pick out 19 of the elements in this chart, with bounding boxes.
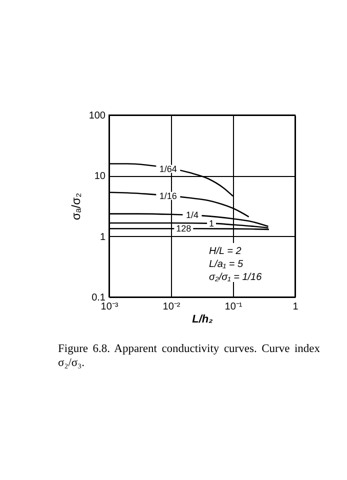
y-tick-label: 1 <box>100 232 106 243</box>
series-label: 1/4 <box>186 210 198 220</box>
annotation: H/L = 2 <box>209 246 242 257</box>
x-tick-label: 1 <box>292 302 299 312</box>
x-tick-label: 10⁻² <box>162 302 181 312</box>
series-label: 128 <box>176 224 192 234</box>
annotation: σ₂/σ₁ = 1/16 <box>209 272 262 283</box>
y-tick-label: 0.1 <box>92 292 106 304</box>
series-label: 1/16 <box>159 190 177 201</box>
caption: Figure 6.8. Apparent conductivity curves. Curve index σ₂/σ₃. <box>58 342 320 370</box>
y-tick-label: 100 <box>88 110 106 122</box>
x-axis-title: L/h₂ <box>192 314 213 326</box>
y-axis-title: σₐ/σ₂ <box>68 192 83 220</box>
x-tick-label: 10⁻¹ <box>224 302 243 312</box>
series-label: 1/64 <box>159 164 177 174</box>
y-tick-label: 10 <box>94 171 106 182</box>
annotation: L/a₁ = 5 <box>209 259 244 270</box>
x-tick-label: 10⁻³ <box>100 302 119 312</box>
series-label: 1 <box>208 218 214 228</box>
